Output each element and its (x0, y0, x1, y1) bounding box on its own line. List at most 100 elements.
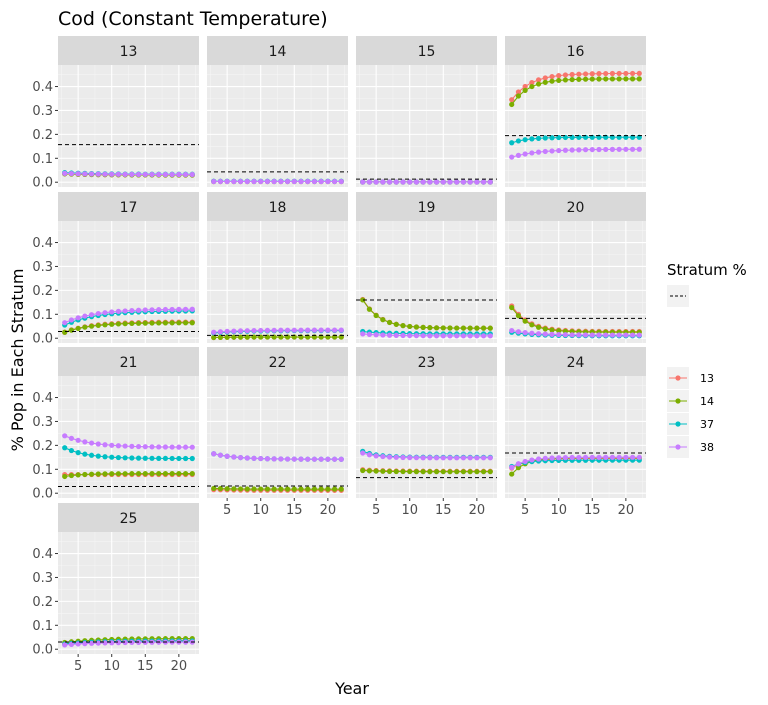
data-point-38 (576, 454, 582, 461)
data-point-38 (487, 455, 493, 461)
data-point-14 (224, 334, 230, 340)
data-point-38 (115, 171, 122, 177)
x-tick-label: 15 (435, 503, 452, 518)
data-point-38 (325, 178, 331, 185)
legend-key-point (675, 375, 681, 381)
data-point-13 (596, 71, 602, 77)
panel-22: 22 5 10 15 20 (207, 347, 348, 518)
data-point-38 (386, 454, 393, 460)
y-tick-label: 0.0 (32, 487, 53, 502)
data-point-38 (589, 332, 595, 338)
data-point-14 (440, 469, 446, 475)
data-point-14 (380, 317, 386, 323)
data-point-14 (217, 486, 224, 492)
data-point-38 (88, 440, 95, 446)
data-point-38 (562, 147, 569, 153)
panel-strip (356, 192, 497, 221)
data-point-14 (244, 486, 250, 492)
data-point-13 (616, 70, 622, 77)
panel-strip (58, 503, 199, 532)
panel-strip-label: 14 (269, 44, 287, 60)
data-point-38 (149, 307, 155, 313)
data-point-38 (102, 640, 108, 646)
data-point-14 (360, 297, 366, 303)
data-point-38 (95, 640, 101, 646)
data-point-38 (454, 333, 460, 339)
data-point-38 (162, 171, 169, 178)
data-point-38 (636, 146, 642, 152)
data-point-14 (556, 77, 562, 84)
data-point-38 (366, 179, 373, 185)
data-point-38 (440, 455, 446, 461)
data-point-38 (338, 327, 344, 333)
data-point-38 (169, 171, 175, 178)
data-point-38 (298, 456, 304, 462)
data-point-14 (318, 486, 324, 492)
data-point-38 (142, 307, 148, 313)
data-point-38 (413, 455, 420, 461)
data-point-14 (82, 471, 88, 478)
data-point-38 (217, 452, 224, 458)
data-point-38 (176, 306, 182, 312)
data-point-13 (629, 70, 636, 77)
data-point-14 (542, 79, 548, 85)
x-tick-label: 20 (469, 503, 486, 518)
data-point-14 (298, 486, 304, 492)
data-point-14 (271, 486, 277, 492)
data-point-14 (311, 486, 318, 492)
data-point-38 (616, 454, 622, 460)
data-point-14 (569, 76, 575, 83)
data-point-37 (556, 134, 562, 141)
data-point-38 (447, 333, 453, 339)
data-point-38 (529, 457, 535, 463)
data-point-38 (509, 327, 515, 334)
data-point-37 (62, 445, 68, 451)
data-point-37 (162, 455, 169, 462)
legend-key-point (675, 421, 681, 427)
data-point-38 (623, 454, 629, 460)
data-point-14 (109, 321, 115, 327)
legend-item-13: 13 (667, 367, 714, 389)
data-point-38 (454, 455, 460, 461)
data-point-14 (115, 321, 122, 327)
data-point-38 (156, 444, 162, 450)
data-point-38 (522, 330, 528, 336)
data-point-14 (366, 468, 373, 474)
data-point-13 (515, 89, 522, 95)
data-point-38 (115, 640, 122, 646)
data-point-13 (542, 75, 548, 81)
data-point-38 (189, 444, 195, 450)
data-point-38 (217, 329, 224, 335)
data-point-14 (325, 486, 331, 492)
panel-strip (356, 36, 497, 65)
data-point-38 (156, 171, 162, 178)
data-point-37 (515, 138, 522, 144)
data-point-37 (135, 455, 142, 461)
data-point-38 (264, 178, 271, 185)
data-point-14 (515, 465, 522, 471)
data-point-38 (109, 640, 115, 646)
data-point-14 (427, 325, 433, 331)
data-point-38 (487, 179, 493, 185)
data-point-38 (420, 179, 426, 185)
data-point-14 (75, 472, 81, 478)
data-point-14 (237, 486, 244, 492)
data-point-14 (515, 313, 522, 319)
data-point-38 (331, 456, 338, 462)
data-point-13 (636, 70, 642, 77)
data-point-38 (386, 179, 393, 185)
data-point-38 (596, 332, 602, 338)
panel-strip-label: 22 (269, 355, 287, 371)
y-tick-label: 0.3 (32, 415, 53, 430)
data-point-38 (75, 171, 81, 177)
data-point-38 (629, 332, 636, 338)
data-point-38 (271, 327, 277, 333)
data-point-38 (535, 149, 542, 155)
y-tick-label: 0.4 (32, 391, 53, 406)
data-point-13 (556, 73, 562, 79)
data-point-38 (142, 444, 148, 450)
data-point-14 (535, 81, 542, 87)
data-point-14 (135, 471, 142, 477)
data-point-38 (251, 327, 257, 334)
panel-strip (505, 192, 646, 221)
